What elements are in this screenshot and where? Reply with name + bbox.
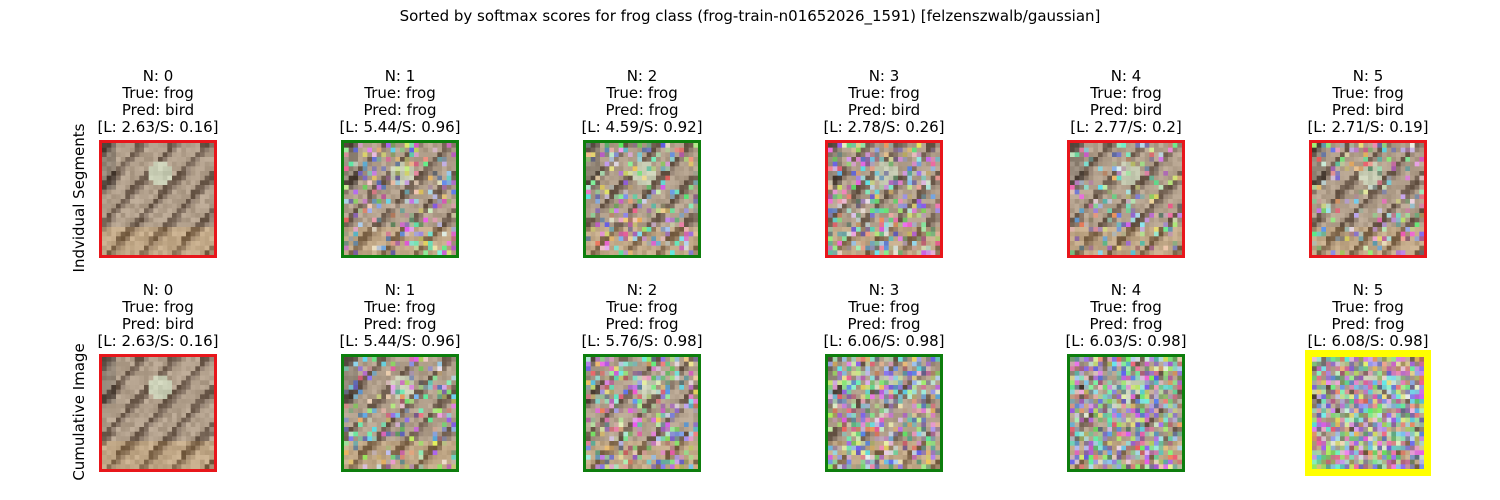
panel-n-label: N: 2 [626,67,658,85]
segment-image [1070,357,1182,469]
panel-pred-label: Pred: frog [605,101,679,119]
panel-true-label: True: frog [848,298,920,316]
image-thumbnail [583,140,701,258]
panel-true-label: True: frog [364,298,436,316]
panel-title: N: 4 True: frog Pred: bird [L: 2.77/S: 0.2] [1006,68,1246,136]
panel-individual-3: N: 3 True: frog Pred: bird [L: 2.78/S: 0.26… [764,48,1004,258]
panel-score-label: [L: 5.44/S: 0.96] [339,332,461,350]
panel-n-label: N: 0 [142,67,174,85]
panel-true-label: True: frog [122,298,194,316]
panel-pred-label: Pred: bird [121,101,195,119]
panel-title: N: 0 True: frog Pred: bird [L: 2.63/S: 0.16… [38,68,278,136]
panel-n-label: N: 4 [1110,281,1142,299]
segment-image [1312,143,1424,255]
segment-image [828,143,940,255]
image-thumbnail [99,140,217,258]
panel-pred-label: Pred: frog [363,315,437,333]
panel-cumulative-1: N: 1 True: frog Pred: frog [L: 5.44/S: 0.96… [280,262,520,472]
panel-title: N: 4 True: frog Pred: frog [L: 6.03/S: 0.98… [1006,282,1246,350]
panel-n-label: N: 5 [1352,67,1384,85]
panel-true-label: True: frog [606,84,678,102]
image-thumbnail [341,140,459,258]
panel-pred-label: Pred: frog [363,101,437,119]
panel-score-label: [L: 2.63/S: 0.16] [97,118,219,136]
panel-cumulative-5: N: 5 True: frog Pred: frog [L: 6.08/S: 0.98… [1248,262,1488,476]
image-thumbnail [341,354,459,472]
panel-pred-label: Pred: frog [847,315,921,333]
panel-n-label: N: 3 [868,281,900,299]
panel-score-label: [L: 5.44/S: 0.96] [339,118,461,136]
panel-score-label: [L: 2.77/S: 0.2] [1070,118,1182,136]
panel-pred-label: Pred: frog [605,315,679,333]
panel-cumulative-0: N: 0 True: frog Pred: bird [L: 2.63/S: 0.16… [38,262,278,472]
image-thumbnail [1305,350,1431,476]
panel-cumulative-3: N: 3 True: frog Pred: frog [L: 6.06/S: 0.98… [764,262,1004,472]
panel-title: N: 5 True: frog Pred: frog [L: 6.08/S: 0.98… [1248,282,1488,350]
panel-score-label: [L: 2.63/S: 0.16] [97,332,219,350]
panel-true-label: True: frog [1332,298,1404,316]
panel-score-label: [L: 6.06/S: 0.98] [823,332,945,350]
panel-true-label: True: frog [364,84,436,102]
panel-pred-label: Pred: frog [1331,315,1405,333]
panel-score-label: [L: 5.76/S: 0.98] [581,332,703,350]
panel-score-label: [L: 6.08/S: 0.98] [1307,332,1429,350]
panel-n-label: N: 1 [384,281,416,299]
segment-image [102,357,214,469]
figure-title: Sorted by softmax scores for frog class … [399,7,1101,25]
segment-image [586,143,698,255]
panel-n-label: N: 5 [1352,281,1384,299]
panel-title: N: 0 True: frog Pred: bird [L: 2.63/S: 0.16… [38,282,278,350]
panel-pred-label: Pred: bird [847,101,921,119]
panel-title: N: 1 True: frog Pred: frog [L: 5.44/S: 0.96… [280,282,520,350]
segment-image [344,357,456,469]
panel-individual-0: N: 0 True: frog Pred: bird [L: 2.63/S: 0.16… [38,48,278,258]
panel-n-label: N: 3 [868,67,900,85]
panel-true-label: True: frog [1090,84,1162,102]
panel-n-label: N: 4 [1110,67,1142,85]
segment-image [828,357,940,469]
panel-score-label: [L: 6.03/S: 0.98] [1065,332,1187,350]
panel-individual-2: N: 2 True: frog Pred: frog [L: 4.59/S: 0.92… [522,48,762,258]
panel-n-label: N: 1 [384,67,416,85]
segment-image [586,357,698,469]
panel-individual-1: N: 1 True: frog Pred: frog [L: 5.44/S: 0.96… [280,48,520,258]
panel-score-label: [L: 4.59/S: 0.92] [581,118,703,136]
panel-pred-label: Pred: frog [1089,315,1163,333]
panel-title: N: 2 True: frog Pred: frog [L: 4.59/S: 0.92… [522,68,762,136]
panel-title: N: 1 True: frog Pred: frog [L: 5.44/S: 0.96… [280,68,520,136]
image-thumbnail [825,140,943,258]
segment-image [102,143,214,255]
image-thumbnail [1067,140,1185,258]
panel-n-label: N: 2 [626,281,658,299]
panel-pred-label: Pred: bird [121,315,195,333]
image-thumbnail [1067,354,1185,472]
panel-individual-4: N: 4 True: frog Pred: bird [L: 2.77/S: 0.2] [1006,48,1246,258]
segment-image [344,143,456,255]
image-thumbnail [825,354,943,472]
panel-true-label: True: frog [1090,298,1162,316]
panel-n-label: N: 0 [142,281,174,299]
panel-cumulative-2: N: 2 True: frog Pred: frog [L: 5.76/S: 0.98… [522,262,762,472]
panel-title: N: 3 True: frog Pred: bird [L: 2.78/S: 0.26… [764,68,1004,136]
image-thumbnail [583,354,701,472]
image-thumbnail [1309,140,1427,258]
panel-true-label: True: frog [122,84,194,102]
panel-true-label: True: frog [1332,84,1404,102]
image-thumbnail [99,354,217,472]
panel-score-label: [L: 2.78/S: 0.26] [823,118,945,136]
panel-cumulative-4: N: 4 True: frog Pred: frog [L: 6.03/S: 0.98… [1006,262,1246,472]
panel-title: N: 2 True: frog Pred: frog [L: 5.76/S: 0.98… [522,282,762,350]
panel-title: N: 5 True: frog Pred: bird [L: 2.71/S: 0.19… [1248,68,1488,136]
panel-true-label: True: frog [848,84,920,102]
panel-score-label: [L: 2.71/S: 0.19] [1307,118,1429,136]
panel-title: N: 3 True: frog Pred: frog [L: 6.06/S: 0.98… [764,282,1004,350]
panel-individual-5: N: 5 True: frog Pred: bird [L: 2.71/S: 0.19… [1248,48,1488,258]
panel-pred-label: Pred: bird [1331,101,1405,119]
panel-pred-label: Pred: bird [1089,101,1163,119]
segment-image [1312,357,1424,469]
segment-image [1070,143,1182,255]
panel-true-label: True: frog [606,298,678,316]
